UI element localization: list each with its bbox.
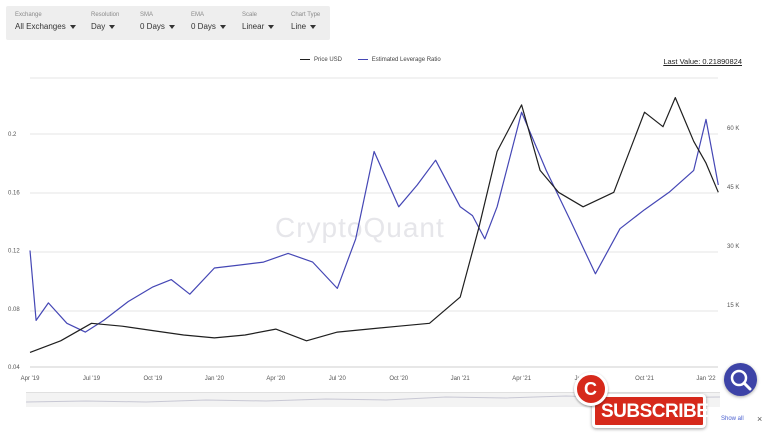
- chart-type-value: Line: [291, 22, 307, 31]
- left-tick-label: 0.2: [8, 132, 17, 138]
- chevron-down-icon: [109, 24, 116, 29]
- legend-item-leverage[interactable]: Estimated Leverage Ratio: [357, 57, 441, 63]
- ema-value: 0 Days: [191, 22, 216, 31]
- scale-control[interactable]: Scale Linear: [242, 12, 275, 33]
- search-icon: [730, 369, 752, 391]
- x-tick-label: Jan '21: [451, 376, 471, 382]
- chart-toolbar: Exchange All Exchanges Resolution Day SM…: [6, 6, 330, 40]
- exchange-label: Exchange: [15, 12, 42, 18]
- chart-grid: [30, 77, 718, 368]
- ema-dropdown[interactable]: 0 Days: [191, 21, 226, 33]
- left-axis: 0.04 0.08 0.12 0.16 0.2: [8, 132, 20, 371]
- x-tick-label: Oct '19: [143, 376, 162, 382]
- scale-label: Scale: [242, 12, 258, 18]
- channel-badge-icon: C: [574, 372, 608, 406]
- sma-dropdown[interactable]: 0 Days: [140, 21, 175, 33]
- legend-swatch-price: [300, 58, 310, 60]
- legend-item-price[interactable]: Price USD: [300, 57, 342, 63]
- badge-letter: C: [584, 379, 597, 399]
- chevron-down-icon: [219, 24, 226, 29]
- x-tick-label: Oct '20: [389, 376, 408, 382]
- left-tick-label: 0.04: [8, 365, 20, 371]
- chart-type-label: Chart Type: [291, 12, 321, 18]
- sma-value: 0 Days: [140, 22, 165, 31]
- x-tick-label: Jul '20: [329, 376, 347, 382]
- exchange-control[interactable]: Exchange All Exchanges: [15, 12, 76, 33]
- subscribe-label: SUBSCRIBE: [601, 401, 709, 422]
- resolution-dropdown[interactable]: Day: [91, 21, 119, 33]
- chevron-down-icon: [69, 24, 76, 29]
- right-tick-label: 15 K: [727, 303, 739, 309]
- leverage-line: [29, 111, 719, 333]
- x-tick-label: Jan '22: [696, 376, 716, 382]
- sma-control[interactable]: SMA 0 Days: [140, 12, 175, 33]
- left-tick-label: 0.12: [8, 249, 20, 255]
- chart-type-dropdown[interactable]: Line: [291, 21, 320, 33]
- left-tick-label: 0.16: [8, 190, 20, 196]
- scale-value: Linear: [242, 22, 265, 31]
- x-tick-label: Jan '20: [205, 376, 225, 382]
- legend-label-leverage: Estimated Leverage Ratio: [371, 57, 441, 63]
- right-tick-label: 45 K: [727, 185, 739, 191]
- resolution-value: Day: [91, 22, 106, 31]
- resolution-label: Resolution: [91, 12, 120, 18]
- ema-label: EMA: [191, 12, 205, 18]
- chart-legend: Price USD Estimated Leverage Ratio: [300, 57, 455, 63]
- last-value-link[interactable]: Last Value: 0.21890824: [663, 57, 742, 66]
- right-tick-label: 30 K: [727, 244, 739, 250]
- x-tick-label: Apr '20: [266, 376, 285, 382]
- scale-dropdown[interactable]: Linear: [242, 21, 275, 33]
- right-tick-label: 60 K: [727, 126, 739, 132]
- subscribe-button[interactable]: SUBSCRIBE: [592, 394, 709, 428]
- close-icon[interactable]: ×: [757, 414, 763, 424]
- ema-control[interactable]: EMA 0 Days: [191, 12, 226, 33]
- watermark-logo: CryptoQuant: [275, 212, 445, 243]
- chevron-down-icon: [268, 24, 275, 29]
- x-tick-label: Jul '19: [83, 376, 101, 382]
- show-all-link[interactable]: Show all: [721, 416, 744, 422]
- x-tick-label: Apr '21: [512, 376, 531, 382]
- sma-label: SMA: [140, 12, 154, 18]
- x-axis: Apr '19 Jul '19 Oct '19 Jan '20 Apr '20 Jul '…: [21, 376, 717, 382]
- exchange-value: All Exchanges: [15, 22, 66, 31]
- chart-type-control[interactable]: Chart Type Line: [291, 12, 320, 33]
- right-axis: 15 K 30 K 45 K 60 K: [727, 126, 739, 309]
- resolution-control[interactable]: Resolution Day: [91, 12, 119, 33]
- legend-swatch-leverage: [357, 58, 368, 60]
- chevron-down-icon: [168, 24, 175, 29]
- x-tick-label: Apr '19: [21, 376, 40, 382]
- chevron-down-icon: [310, 24, 317, 29]
- legend-label-price: Price USD: [314, 57, 343, 63]
- chart-series: [29, 96, 719, 353]
- left-tick-label: 0.08: [8, 307, 20, 313]
- exchange-dropdown[interactable]: All Exchanges: [15, 21, 76, 33]
- x-tick-label: Oct '21: [635, 376, 654, 382]
- price-line: [29, 96, 719, 353]
- search-button[interactable]: [724, 363, 757, 396]
